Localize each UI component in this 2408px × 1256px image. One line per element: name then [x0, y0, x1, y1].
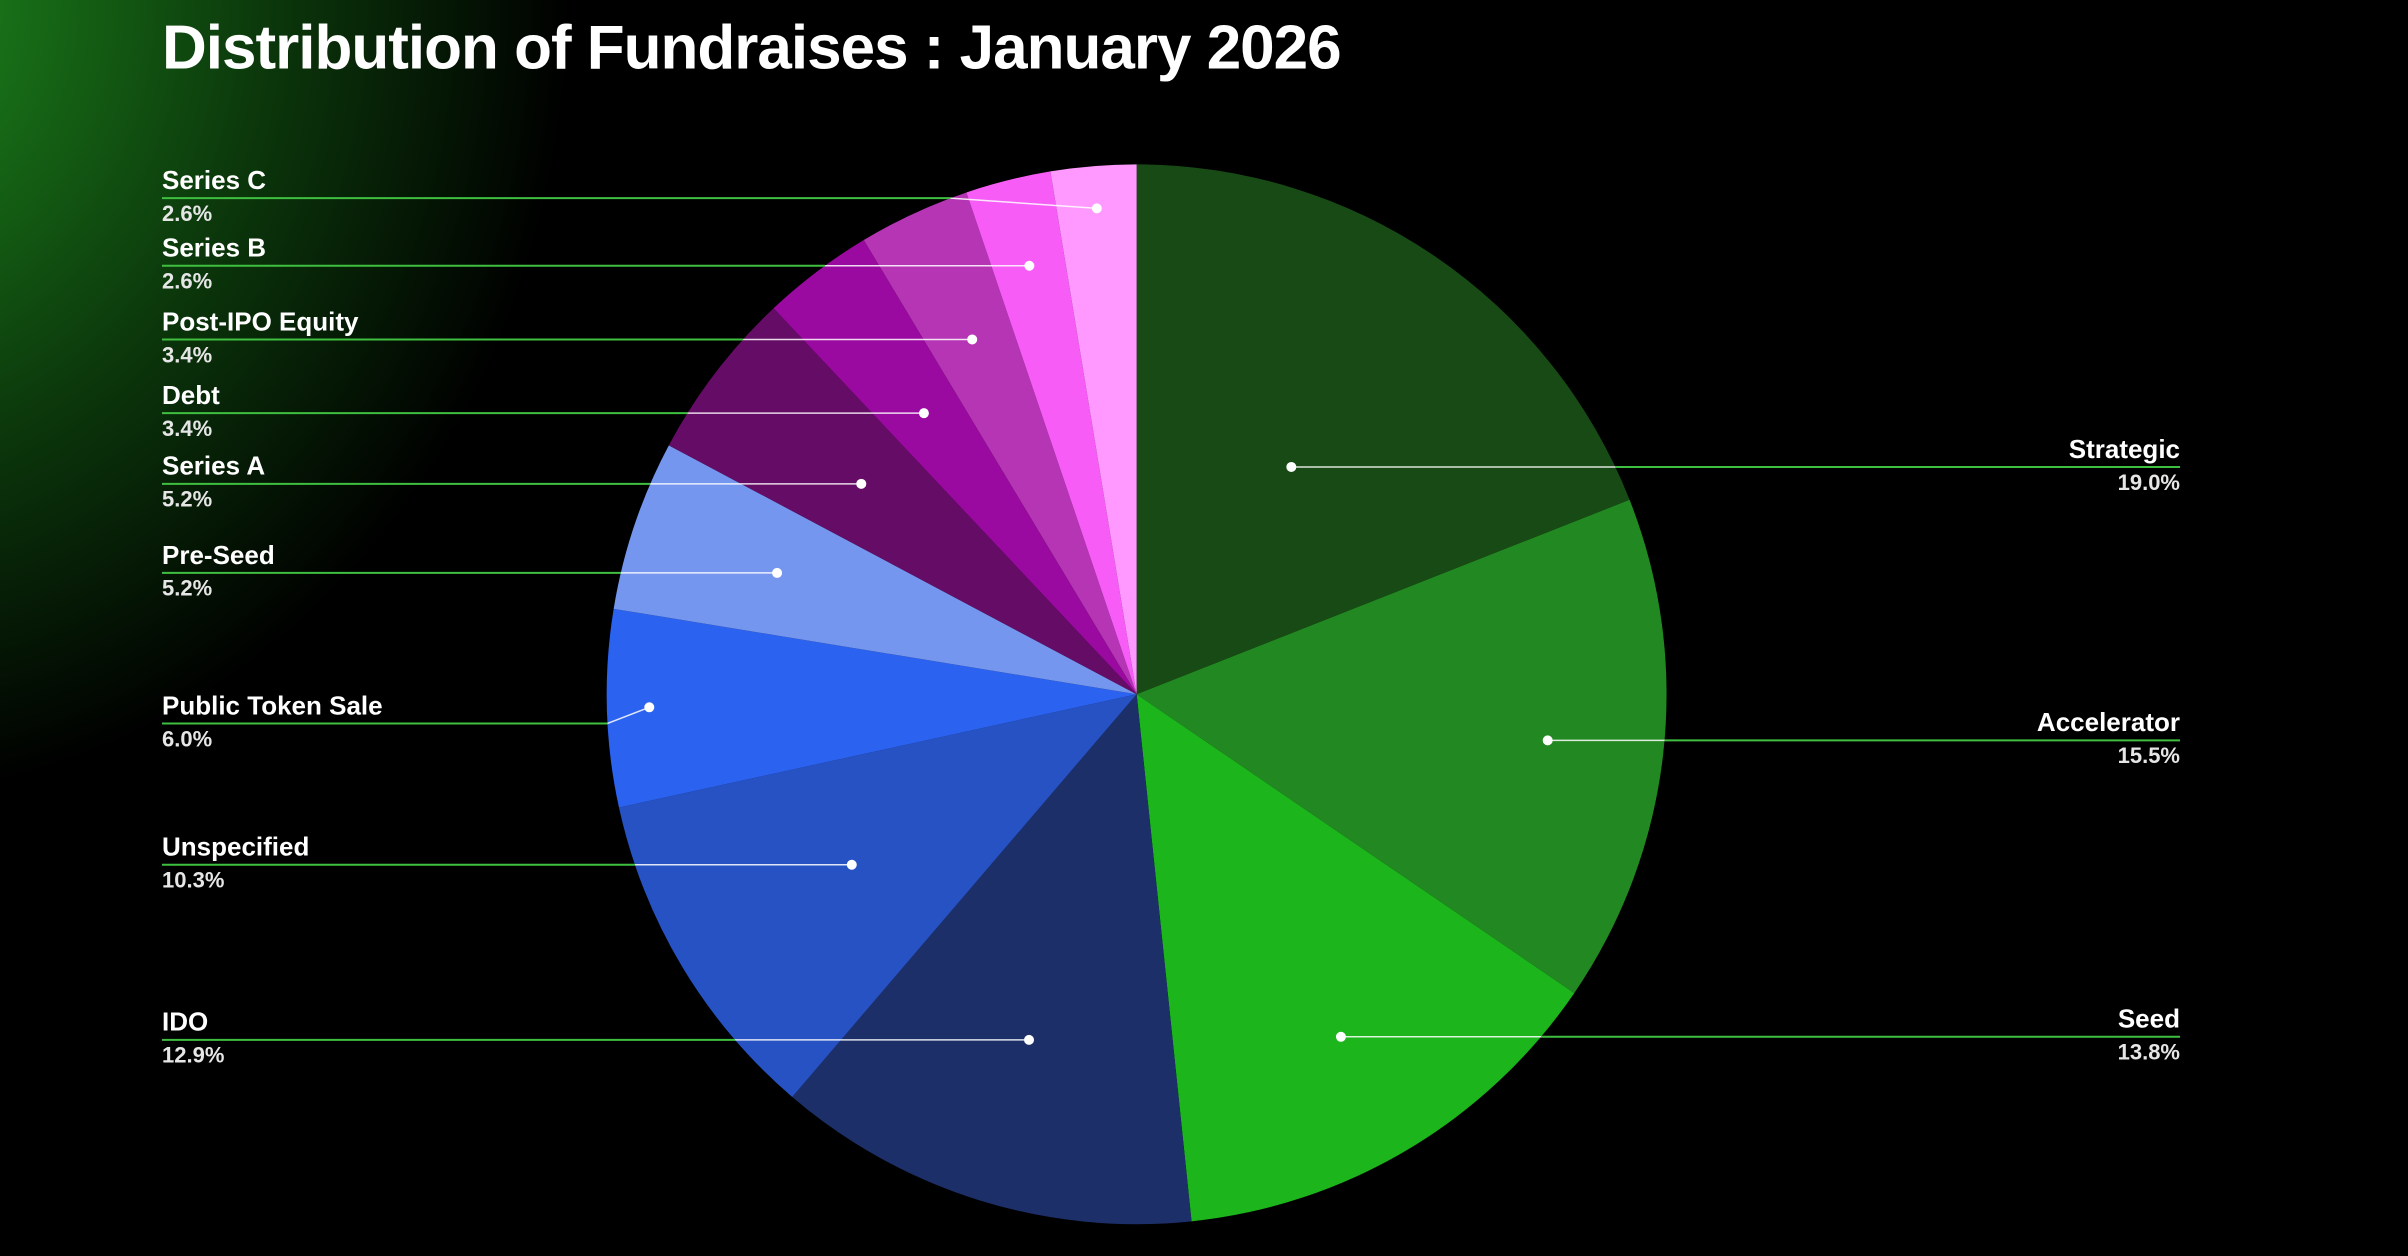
slice-value-label: 6.0% [162, 726, 212, 751]
leader-dot [856, 478, 867, 489]
slice-value-label: 10.3% [162, 868, 224, 893]
leader-dot [846, 859, 857, 870]
pie-slice [668, 308, 1137, 695]
pie-slice [1136, 499, 1667, 994]
slice-value-label: 2.6% [162, 201, 212, 226]
pie-slice [618, 694, 1137, 1097]
slice-value-label: 3.4% [162, 342, 212, 367]
pie-slice [773, 239, 1137, 695]
leader-dot [1091, 203, 1102, 214]
slice-label: Series B [162, 233, 266, 263]
leader-dot [1335, 1031, 1346, 1042]
pie-slice [1136, 164, 1630, 695]
pie-slice [613, 445, 1137, 695]
pie-slice [966, 171, 1137, 695]
leader-dot [1024, 1034, 1035, 1045]
slice-label: Series A [162, 451, 265, 481]
chart-title: Distribution of Fundraises : January 202… [162, 13, 1341, 82]
leader-dot [967, 334, 978, 345]
slice-value-label: 12.9% [162, 1043, 224, 1068]
pie-slice [1136, 694, 1575, 1222]
pie-slice [863, 192, 1137, 695]
slice-value-label: 2.6% [162, 269, 212, 294]
slice-label: Post-IPO Equity [162, 306, 359, 336]
leader-dot [1286, 461, 1297, 472]
slice-label: Unspecified [162, 832, 309, 862]
slice-value-label: 5.2% [162, 487, 212, 512]
leader-dot [1542, 735, 1553, 746]
slice-label: Strategic [2069, 434, 2180, 464]
slice-value-label: 3.4% [162, 416, 212, 441]
pie-slice [1050, 164, 1137, 695]
pie-slice [606, 608, 1137, 808]
pie-slice [792, 694, 1192, 1225]
leader-line [950, 197, 1097, 210]
slice-label: Series C [162, 165, 266, 195]
slice-value-label: 5.2% [162, 576, 212, 601]
leader-dot [1024, 260, 1035, 271]
slice-label: Debt [162, 380, 220, 410]
leader-line [607, 706, 650, 725]
slice-value-label: 13.8% [2118, 1040, 2180, 1065]
leader-dot [644, 702, 655, 713]
slice-label: Pre-Seed [162, 540, 275, 570]
slice-label: Accelerator [2037, 707, 2180, 737]
slice-label: IDO [162, 1007, 208, 1037]
slice-value-label: 15.5% [2118, 743, 2180, 768]
leader-dot [918, 408, 929, 419]
slice-value-label: 19.0% [2118, 470, 2180, 495]
slice-label: Seed [2118, 1004, 2180, 1034]
leader-dot [772, 567, 783, 578]
slice-label: Public Token Sale [162, 690, 383, 720]
